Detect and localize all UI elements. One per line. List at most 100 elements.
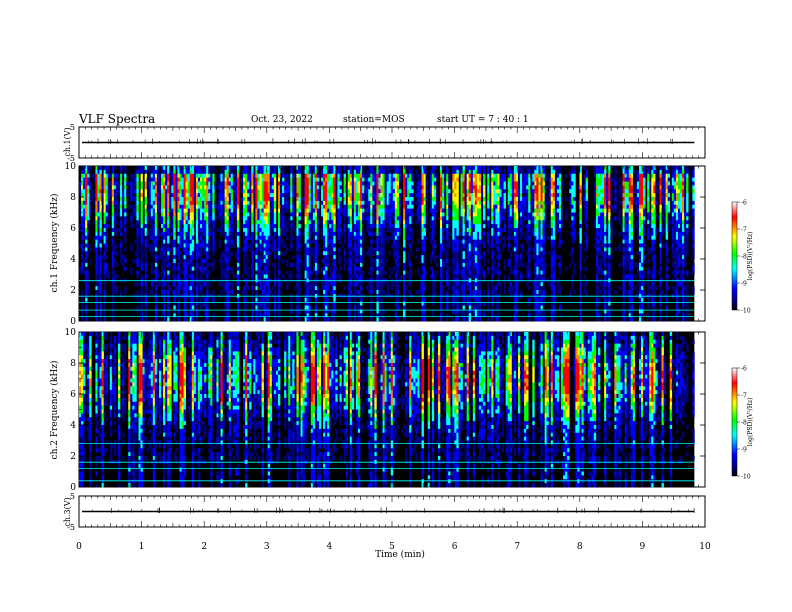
- spec-cell: [456, 208, 459, 213]
- spec-cell: [183, 313, 186, 318]
- spec-cell: [87, 231, 90, 237]
- spec-cell: [296, 189, 299, 194]
- spec-cell: [122, 204, 125, 209]
- spec-cell: [421, 305, 424, 310]
- spec-cell: [456, 224, 459, 229]
- spec-cell: [202, 247, 205, 252]
- spec-cell: [431, 200, 435, 206]
- spec-cell: [163, 185, 166, 190]
- spec-cell: [236, 239, 240, 244]
- spec-cell: [273, 243, 277, 248]
- spec-cell: [368, 193, 371, 198]
- spec-cell: [337, 193, 340, 198]
- spec-cell: [236, 177, 240, 182]
- spec-cell: [89, 247, 92, 252]
- spec-cell: [117, 189, 121, 194]
- spec-cell: [331, 274, 334, 279]
- spec-cell: [355, 173, 359, 178]
- spec-cell: [120, 185, 123, 190]
- spec-cell: [95, 251, 98, 256]
- spec-cell: [333, 208, 336, 213]
- spec-cell: [81, 243, 84, 248]
- spec-cell: [405, 181, 408, 186]
- spec-cell: [208, 282, 211, 287]
- spec-cell: [224, 193, 227, 198]
- spec-cell: [234, 208, 238, 213]
- spec-cell: [226, 193, 230, 198]
- spec-cell: [167, 259, 170, 264]
- spec-cell: [368, 231, 371, 237]
- spec-cell: [398, 177, 402, 182]
- spec-cell: [425, 193, 428, 198]
- spec-cell: [245, 243, 248, 248]
- spec-cell: [382, 204, 385, 209]
- spec-cell: [304, 290, 307, 295]
- spec-cell: [191, 274, 195, 279]
- spec-cell: [298, 274, 301, 279]
- spec-cell: [431, 270, 435, 275]
- spec-cell: [179, 270, 182, 275]
- spec-cell: [425, 197, 428, 202]
- spec-cell: [306, 181, 310, 186]
- spec-cell: [321, 251, 324, 256]
- spec-cell: [468, 297, 472, 302]
- spec-cell: [468, 290, 472, 295]
- spec-cell: [126, 193, 129, 198]
- spec-cell: [175, 208, 178, 213]
- spec-cell: [113, 243, 117, 248]
- spec-cell: [415, 181, 418, 186]
- spec-cell: [251, 208, 254, 213]
- spec-cell: [245, 173, 248, 178]
- spec-cell: [267, 193, 271, 198]
- spec-cell: [280, 177, 283, 182]
- spec-cell: [372, 251, 375, 256]
- spec-cell: [167, 177, 170, 182]
- spec-cell: [173, 200, 176, 206]
- spec-cell: [353, 231, 357, 237]
- spec-cell: [136, 255, 139, 260]
- spec-cell: [161, 313, 164, 318]
- spec-cell: [435, 200, 439, 206]
- spec-cell: [152, 197, 156, 202]
- spec-cell: [181, 185, 184, 190]
- spec-cell: [306, 243, 310, 248]
- spec-cell: [97, 181, 100, 186]
- spec-cell: [331, 247, 334, 252]
- spec-cell: [415, 255, 418, 260]
- spec-cell: [247, 169, 250, 175]
- spec-cell: [148, 173, 152, 178]
- spec-cell: [277, 309, 281, 314]
- spec-cell: [304, 193, 307, 198]
- spec-cell: [173, 259, 176, 264]
- spec-cell: [470, 220, 474, 225]
- spec-cell: [101, 208, 104, 213]
- spec-cell: [357, 177, 361, 182]
- spec-cell: [173, 317, 176, 322]
- spec-cell: [405, 189, 408, 194]
- spec-cell: [220, 200, 223, 206]
- spec-cell: [154, 286, 158, 291]
- spec-cell: [191, 220, 195, 225]
- spec-cell: [474, 259, 478, 264]
- spec-cell: [241, 247, 244, 252]
- spec-cell: [284, 204, 287, 209]
- spec-cell: [386, 169, 390, 175]
- spec-cell: [208, 255, 211, 260]
- spec-cell: [431, 301, 435, 306]
- spec-cell: [357, 305, 361, 310]
- spec-cell: [327, 251, 330, 256]
- spec-cell: [259, 313, 262, 318]
- spec-cell: [212, 235, 215, 240]
- spec-cell: [316, 251, 320, 256]
- spec-cell: [314, 169, 318, 175]
- spec-cell: [255, 309, 258, 314]
- spec-cell: [161, 200, 164, 206]
- spec-cell: [460, 243, 463, 248]
- spec-cell: [421, 212, 424, 217]
- spec-cell: [113, 270, 117, 275]
- spec-cell: [163, 231, 166, 237]
- spec-cell: [130, 204, 133, 209]
- spec-cell: [99, 208, 102, 213]
- spec-cell: [261, 313, 264, 318]
- spec-cell: [200, 270, 203, 275]
